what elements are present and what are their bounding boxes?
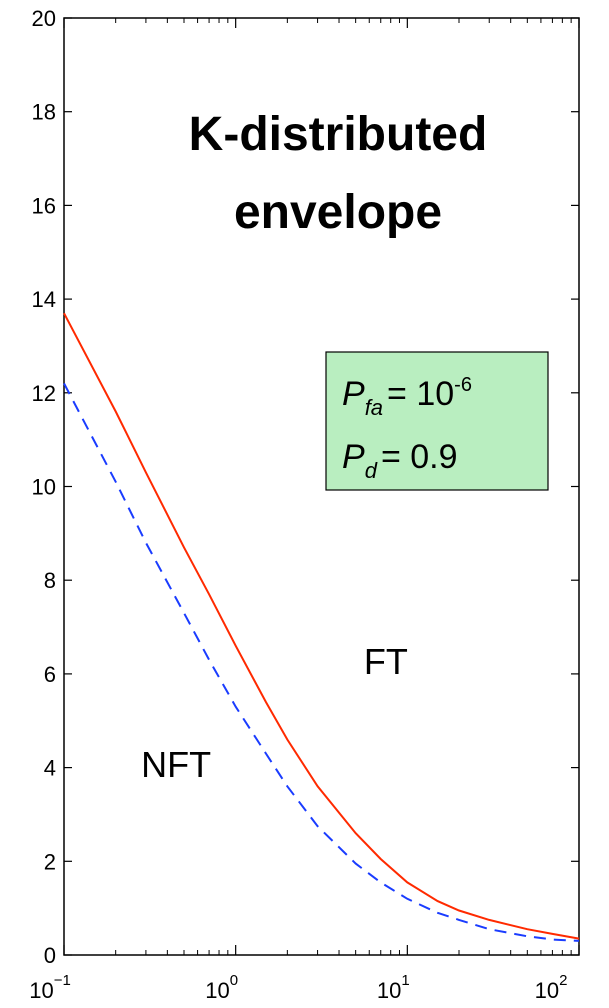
y-tick-label: 14 [32,287,56,312]
chart-title-line-2: envelope [234,186,442,239]
y-tick-label: 6 [44,662,56,687]
series-line-ft [63,312,580,940]
x-axis: 10−1 100 101 102 [29,18,580,1003]
x-tick-label: 10−1 [29,972,71,1003]
parameter-box: Pfa = 10-6 Pd = 0.9 [325,351,549,491]
series-line-nft [63,382,580,942]
series-layer [63,312,580,942]
x-tick-label: 100 [205,972,238,1003]
x-tick-label: 101 [377,972,410,1003]
y-tick-label: 0 [44,943,56,968]
y-tick-label: 18 [32,100,56,125]
y-tick-label: 20 [32,6,56,31]
y-axis: 0 2 4 6 8 10 12 14 16 18 20 [32,6,579,968]
y-tick-label: 8 [44,568,56,593]
y-tick-label: 12 [32,381,56,406]
pd-label: Pd = 0.9 [342,438,458,483]
y-tick-label: 4 [44,756,56,781]
y-tick-label: 2 [44,849,56,874]
x-tick-label: 102 [535,972,568,1003]
pfa-label: Pfa = 10-6 [342,374,472,420]
y-tick-label: 10 [32,475,56,500]
y-tick-label: 16 [32,193,56,218]
parameter-box-background [325,351,549,491]
annotation-nft: NFT [141,744,211,785]
annotation-ft: FT [364,641,408,682]
annotation-layer: FT NFT [141,641,408,785]
chart-title-line-1: K-distributed [189,108,488,161]
